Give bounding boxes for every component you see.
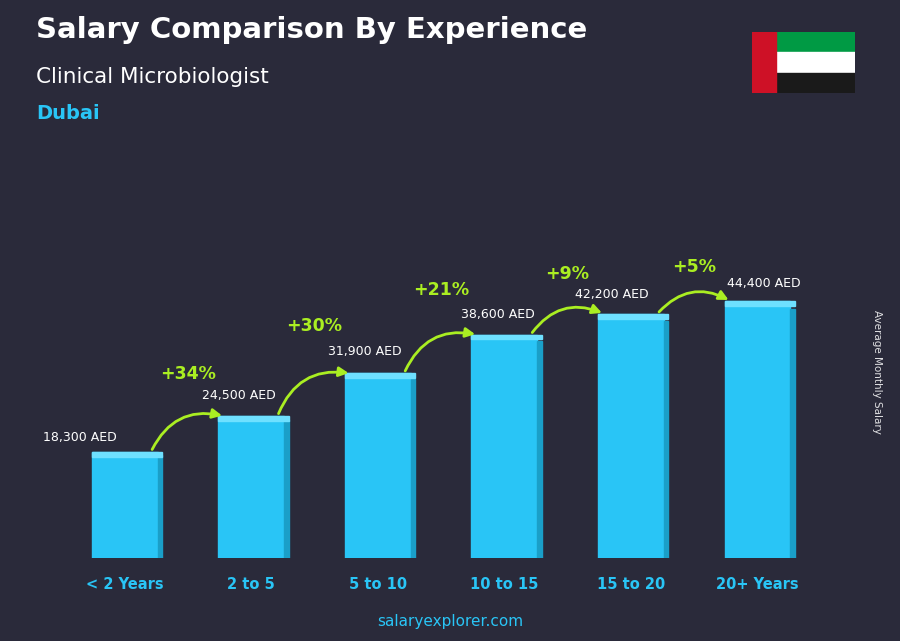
Bar [218,416,284,558]
FancyArrowPatch shape [659,292,726,312]
Text: Average Monthly Salary: Average Monthly Salary [872,310,883,434]
Bar [724,301,790,558]
Text: salaryexplorer.com: salaryexplorer.com [377,615,523,629]
Text: +5%: +5% [672,258,716,276]
Text: 24,500 AED: 24,500 AED [202,389,275,402]
Text: Salary Comparison By Experience: Salary Comparison By Experience [36,16,587,44]
Bar [284,420,289,558]
Text: 2 to 5: 2 to 5 [228,577,275,592]
Text: < 2 Years: < 2 Years [86,577,164,592]
Text: Dubai: Dubai [36,104,100,123]
Bar [345,374,415,378]
FancyArrowPatch shape [532,305,599,333]
Bar [345,374,410,558]
Text: +9%: +9% [545,265,590,283]
Bar [218,416,289,420]
Bar [598,314,664,558]
Bar [472,335,542,339]
Bar [598,314,669,319]
FancyArrowPatch shape [152,410,219,449]
Bar [752,32,777,93]
Text: +34%: +34% [160,365,216,383]
Bar [158,455,162,558]
Text: 31,900 AED: 31,900 AED [328,345,402,358]
Bar [752,32,855,53]
Text: 10 to 15: 10 to 15 [470,577,538,592]
Bar [92,452,162,456]
Bar [472,335,537,558]
FancyArrowPatch shape [278,368,346,413]
FancyArrowPatch shape [405,329,472,371]
Text: +30%: +30% [286,317,342,335]
Bar [752,53,855,72]
Text: 5 to 10: 5 to 10 [348,577,407,592]
Bar [537,342,542,558]
Text: 20+ Years: 20+ Years [716,577,798,592]
Bar [92,452,158,558]
Bar [410,379,415,558]
Text: 18,300 AED: 18,300 AED [43,431,117,444]
Bar [790,309,795,558]
Text: Clinical Microbiologist: Clinical Microbiologist [36,67,269,87]
Bar [724,301,795,306]
Text: 44,400 AED: 44,400 AED [727,277,800,290]
Text: 15 to 20: 15 to 20 [597,577,665,592]
Text: 42,200 AED: 42,200 AED [575,288,649,301]
Bar [664,321,669,558]
Text: 38,600 AED: 38,600 AED [461,308,535,320]
Text: +21%: +21% [413,281,469,299]
Bar [752,72,855,93]
